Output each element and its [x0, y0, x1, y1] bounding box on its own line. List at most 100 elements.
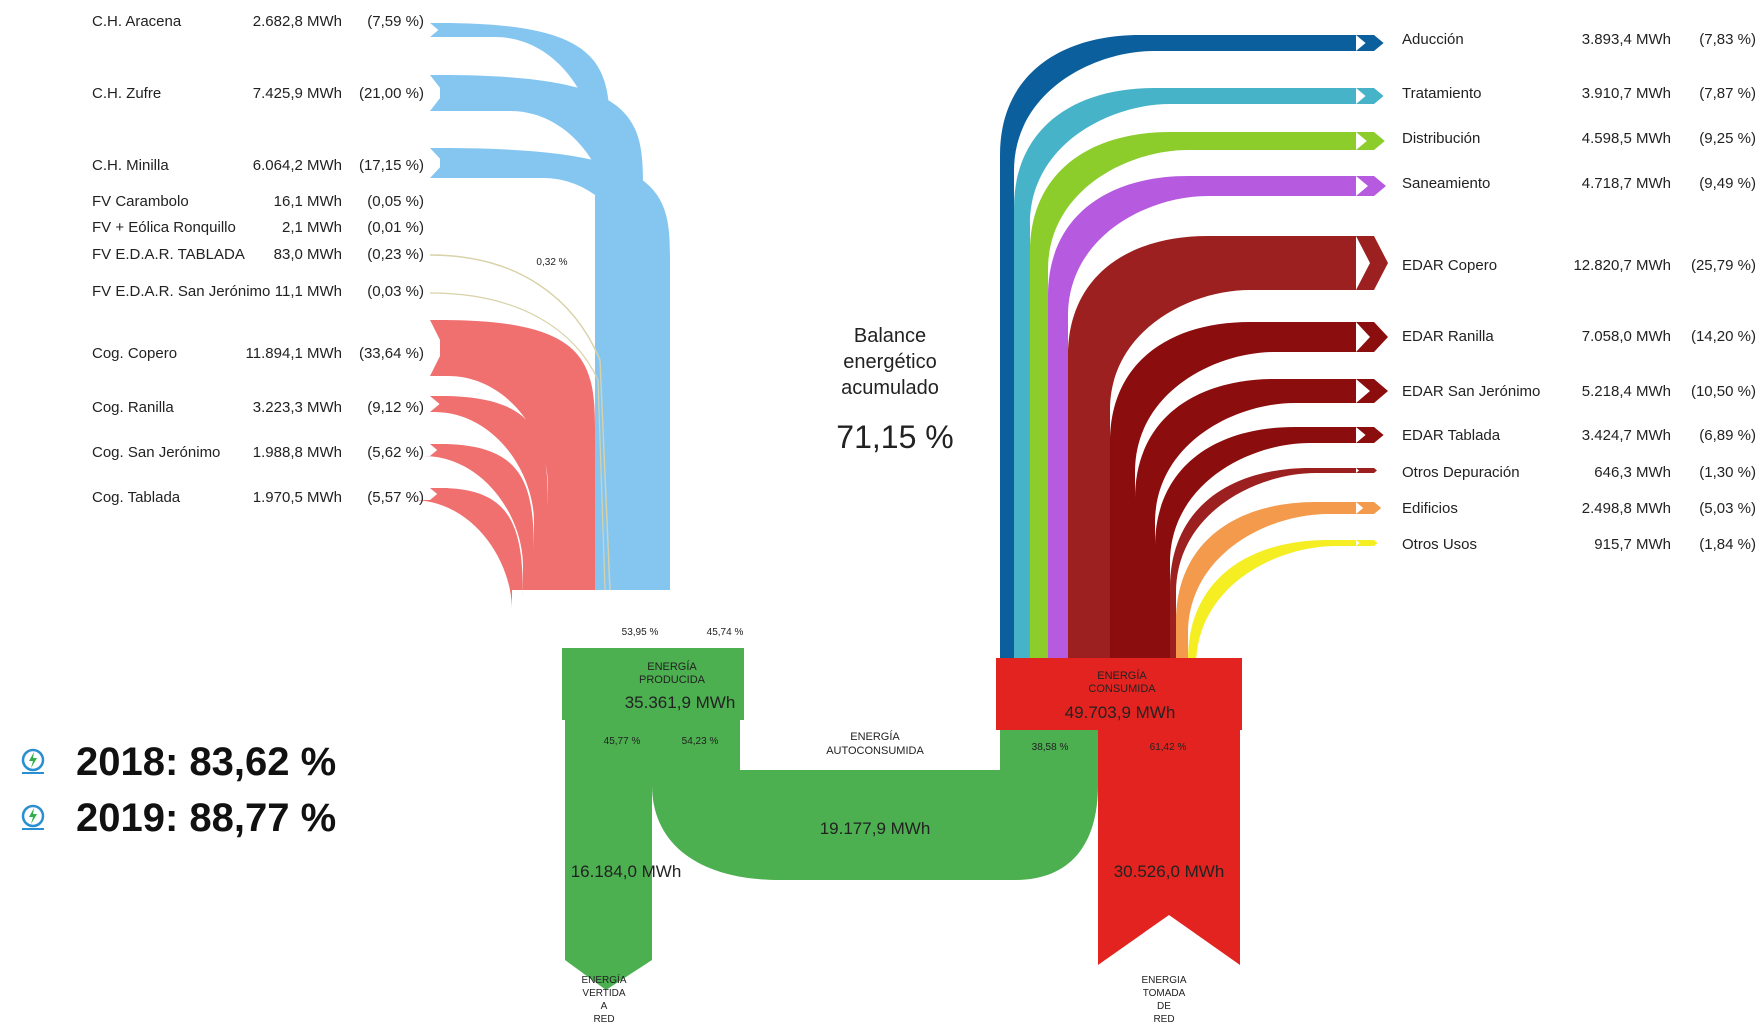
consumer-pct: (1,30 %)	[1699, 464, 1756, 481]
consumer-label: Saneamiento	[1402, 175, 1490, 192]
consumer-value: 3.893,4 MWh	[1582, 31, 1671, 48]
flow-edificios	[1176, 502, 1356, 660]
flow-cog-ranilla	[434, 396, 548, 590]
consumer-value: 646,3 MWh	[1594, 464, 1671, 481]
flow-pv	[429, 254, 611, 591]
grid-in-label-line3: DE	[1157, 1001, 1171, 1012]
arrow-tratamiento	[1356, 88, 1384, 104]
arrow-distribucion	[1356, 132, 1385, 150]
source-value: 3.223,3 MWh	[253, 399, 342, 416]
year-2018-row: 2018: 83,62 %	[18, 739, 337, 784]
produced-in-hydro-pct: 45,74 %	[707, 627, 744, 638]
year-2018-balance: 2018: 83,62 %	[76, 739, 337, 784]
arrow-c-h-zufre	[430, 75, 462, 111]
self-consumed-value: 19.177,9 MWh	[820, 819, 931, 838]
arrow-otros-depuracion	[1356, 468, 1377, 473]
consumer-label: Tratamiento	[1402, 85, 1481, 102]
source-label: FV E.D.A.R. TABLADA	[92, 246, 245, 263]
source-label: Cog. Tablada	[92, 489, 181, 506]
produced-label-line1: ENERGÍA	[647, 660, 697, 673]
arrow-edificios	[1356, 502, 1382, 514]
center-title-line1: Balance	[854, 325, 926, 347]
consumed-in-self-pct: 38,58 %	[1032, 742, 1069, 753]
arrow-cog-copero	[430, 320, 462, 376]
grid-in-label-line4: RED	[1153, 1014, 1174, 1025]
produced-value: 35.361,9 MWh	[625, 693, 736, 712]
source-label: Cog. Ranilla	[92, 399, 174, 416]
year-2019-balance: 2019: 88,77 %	[76, 795, 337, 840]
consumer-value: 4.598,5 MWh	[1582, 130, 1671, 147]
consumer-pct: (14,20 %)	[1691, 328, 1756, 345]
source-pct: (0,05 %)	[367, 193, 424, 210]
center-title-line3: acumulado	[841, 377, 939, 399]
grid-out-label-line2: VERTIDA	[582, 988, 625, 999]
consumer-value: 3.424,7 MWh	[1582, 427, 1671, 444]
arrow-cog-ranilla	[430, 396, 458, 412]
flow-distribucion	[1030, 132, 1356, 660]
consumer-pct: (6,89 %)	[1699, 427, 1756, 444]
consumed-in-grid-pct: 61,42 %	[1150, 742, 1187, 753]
sankey-flows	[412, 23, 1388, 990]
consumer-value: 5.218,4 MWh	[1582, 383, 1671, 400]
arrow-c-h-minilla	[430, 148, 462, 178]
flow-tratamiento	[1014, 88, 1356, 660]
grid-out-label-line4: RED	[593, 1014, 614, 1025]
consumed-label-line1: ENERGÍA	[1097, 669, 1147, 682]
flow-pv-san-jeronimo	[429, 292, 606, 591]
flow-c-h-aracena	[440, 23, 610, 590]
consumer-value: 3.910,7 MWh	[1582, 85, 1671, 102]
consumer-label: EDAR Tablada	[1402, 427, 1501, 444]
flow-edar-ranilla	[1110, 322, 1356, 660]
consumer-label: Otros Usos	[1402, 536, 1477, 553]
arrow-otros-usos	[1356, 540, 1378, 546]
year-2019-row: 2019: 88,77 %	[18, 795, 337, 840]
arrow-cog-san-jeronimo	[430, 444, 456, 456]
node-consumed	[996, 658, 1242, 730]
produced-out-self-pct: 54,23 %	[682, 736, 719, 747]
consumer-label: EDAR Ranilla	[1402, 328, 1494, 345]
consumer-value: 915,7 MWh	[1594, 536, 1671, 553]
source-label: FV + Eólica Ronquillo	[92, 219, 236, 236]
pv-pct: 0,32 %	[536, 257, 567, 268]
consumer-label: Aducción	[1402, 31, 1464, 48]
source-label: C.H. Aracena	[92, 13, 182, 30]
source-pct: (5,62 %)	[367, 444, 424, 461]
produced-label-line2: PRODUCIDA	[639, 674, 706, 686]
consumer-value: 4.718,7 MWh	[1582, 175, 1671, 192]
source-pct: (17,15 %)	[359, 157, 424, 174]
consumer-label: Otros Depuración	[1402, 464, 1520, 481]
self-consumed-label-line1: ENERGÍA	[850, 730, 900, 743]
grid-in-label-line2: TOMADA	[1143, 988, 1186, 999]
emasesa-logo-icon	[21, 748, 45, 774]
consumer-pct: (7,83 %)	[1699, 31, 1756, 48]
source-value: 11.894,1 MWh	[246, 345, 342, 362]
source-pct: (21,00 %)	[359, 85, 424, 102]
produced-in-cog-pct: 53,95 %	[622, 627, 659, 638]
grid-out-value: 16.184,0 MWh	[571, 862, 682, 881]
source-value: 6.064,2 MWh	[253, 157, 342, 174]
arrow-edar-tablada	[1356, 427, 1384, 443]
arrow-edar-ranilla	[1356, 322, 1388, 352]
flow-aduccion	[1000, 35, 1356, 660]
grid-in-value: 30.526,0 MWh	[1114, 862, 1225, 881]
center-title-line2: energético	[843, 351, 936, 373]
flow-edar-copero	[1068, 236, 1356, 660]
consumer-label: EDAR Copero	[1402, 257, 1497, 274]
arrow-saneamiento	[1356, 176, 1386, 196]
grid-out-label-line1: ENERGÍA	[581, 973, 626, 986]
node-produced	[562, 648, 744, 720]
emasesa-logo-icon	[21, 804, 45, 830]
consumer-label: EDAR San Jerónimo	[1402, 383, 1540, 400]
consumer-pct: (9,49 %)	[1699, 175, 1756, 192]
flow-c-h-minilla	[440, 148, 670, 590]
consumer-value: 2.498,8 MWh	[1582, 500, 1671, 517]
flow-c-h-zufre	[440, 75, 643, 590]
flow-cog-tablada	[412, 488, 523, 610]
source-value: 1.970,5 MWh	[253, 489, 342, 506]
center-balance-value: 71,15 %	[836, 419, 953, 455]
consumer-label: Edificios	[1402, 500, 1458, 517]
source-label: Cog. Copero	[92, 345, 177, 362]
source-pct: (5,57 %)	[367, 489, 424, 506]
consumer-pct: (9,25 %)	[1699, 130, 1756, 147]
